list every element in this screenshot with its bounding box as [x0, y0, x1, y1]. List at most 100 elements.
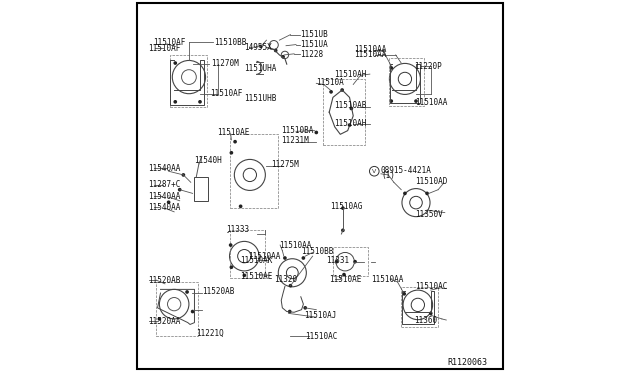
Circle shape: [173, 100, 177, 104]
Circle shape: [167, 201, 170, 204]
Text: 11320: 11320: [274, 275, 297, 283]
Circle shape: [414, 99, 418, 103]
Circle shape: [289, 284, 292, 288]
Circle shape: [288, 310, 292, 313]
Text: 11333: 11333: [226, 225, 249, 234]
Text: 1151UHA: 1151UHA: [244, 64, 276, 73]
Bar: [323, 79, 365, 145]
Circle shape: [348, 123, 351, 127]
Circle shape: [229, 243, 232, 247]
Circle shape: [283, 256, 287, 260]
Circle shape: [340, 88, 344, 92]
Circle shape: [243, 273, 246, 277]
Circle shape: [233, 140, 237, 144]
Circle shape: [191, 310, 195, 313]
Text: 08915-4421A: 08915-4421A: [380, 166, 431, 174]
Circle shape: [182, 173, 185, 177]
Text: 11510AB: 11510AB: [334, 102, 367, 110]
Text: 1151UHB: 1151UHB: [244, 94, 276, 103]
Circle shape: [303, 306, 307, 310]
Text: 11510AA: 11510AA: [415, 98, 447, 107]
Text: 11510AH: 11510AH: [334, 119, 367, 128]
Bar: [194, 177, 208, 201]
Text: V: V: [372, 169, 376, 174]
Circle shape: [341, 206, 345, 210]
Circle shape: [389, 66, 393, 70]
Text: 11220P: 11220P: [414, 61, 442, 71]
Text: 11270M: 11270M: [211, 59, 239, 68]
Text: 11360: 11360: [414, 316, 437, 325]
Text: 11510A: 11510A: [316, 78, 344, 87]
Circle shape: [403, 292, 406, 296]
Text: 11510AF: 11510AF: [148, 44, 180, 53]
Circle shape: [349, 107, 353, 110]
Text: 11510AK: 11510AK: [241, 256, 273, 266]
Circle shape: [341, 228, 345, 232]
Bar: [170, 55, 207, 107]
Circle shape: [259, 45, 263, 48]
Text: 11510AH: 11510AH: [334, 70, 367, 78]
Circle shape: [230, 151, 233, 155]
Text: 11350V: 11350V: [415, 210, 443, 219]
Bar: [333, 247, 368, 276]
Bar: [230, 134, 278, 208]
Bar: [156, 282, 198, 336]
Circle shape: [335, 260, 339, 263]
Text: 11510AC: 11510AC: [415, 282, 447, 291]
Text: 1151UA: 1151UA: [300, 40, 328, 49]
Text: 11510AF: 11510AF: [210, 89, 243, 98]
Text: 1151UB: 1151UB: [300, 30, 328, 39]
Text: 11287+C: 11287+C: [148, 180, 180, 189]
Circle shape: [314, 131, 318, 134]
Text: 11510AE: 11510AE: [218, 128, 250, 137]
Circle shape: [389, 99, 393, 103]
Text: 11520AB: 11520AB: [148, 276, 180, 285]
Circle shape: [230, 265, 233, 269]
Text: 11510AC: 11510AC: [305, 332, 338, 341]
Circle shape: [329, 90, 333, 94]
Circle shape: [185, 290, 189, 294]
Circle shape: [403, 192, 407, 195]
Bar: [230, 230, 265, 278]
Text: 11510AA: 11510AA: [280, 241, 312, 250]
Text: 11510AD: 11510AD: [415, 177, 447, 186]
Text: 11510AF: 11510AF: [153, 38, 186, 47]
Text: (1): (1): [381, 171, 395, 180]
Text: 11510AE: 11510AE: [241, 272, 273, 280]
Text: 11510AG: 11510AG: [330, 202, 362, 211]
Text: 11510AA: 11510AA: [354, 50, 387, 59]
Text: 11510AE: 11510AE: [329, 275, 362, 283]
Circle shape: [178, 188, 182, 192]
Text: 11331: 11331: [326, 256, 349, 265]
Text: 11540H: 11540H: [195, 155, 222, 165]
Circle shape: [173, 61, 177, 65]
Circle shape: [274, 49, 278, 52]
Text: 11275M: 11275M: [271, 160, 299, 169]
Circle shape: [425, 192, 429, 195]
Circle shape: [429, 311, 433, 315]
Text: 11520AB: 11520AB: [202, 288, 234, 296]
Text: 11510BA: 11510BA: [281, 126, 314, 135]
Text: 11510AJ: 11510AJ: [304, 311, 337, 320]
Text: 11510BB: 11510BB: [301, 247, 334, 256]
Text: 11540AA: 11540AA: [148, 202, 180, 212]
Circle shape: [301, 256, 305, 260]
Text: 11510BB: 11510BB: [214, 38, 246, 46]
Circle shape: [157, 317, 161, 321]
Circle shape: [198, 100, 202, 104]
Text: R1120063: R1120063: [447, 358, 488, 367]
Text: 14955X: 14955X: [244, 43, 272, 52]
Text: 11231M: 11231M: [281, 137, 309, 145]
Text: 11540AA: 11540AA: [148, 192, 180, 201]
Text: 11520AA: 11520AA: [148, 317, 180, 326]
Bar: [401, 287, 438, 327]
Text: 11510AA: 11510AA: [371, 275, 403, 283]
Circle shape: [342, 273, 346, 276]
Bar: [388, 58, 424, 106]
Text: 11510AA: 11510AA: [354, 45, 387, 54]
Circle shape: [281, 55, 285, 59]
Text: 11510AA: 11510AA: [248, 251, 280, 261]
Circle shape: [353, 260, 357, 263]
Text: 11228: 11228: [300, 51, 324, 60]
Text: 11221Q: 11221Q: [196, 329, 224, 338]
